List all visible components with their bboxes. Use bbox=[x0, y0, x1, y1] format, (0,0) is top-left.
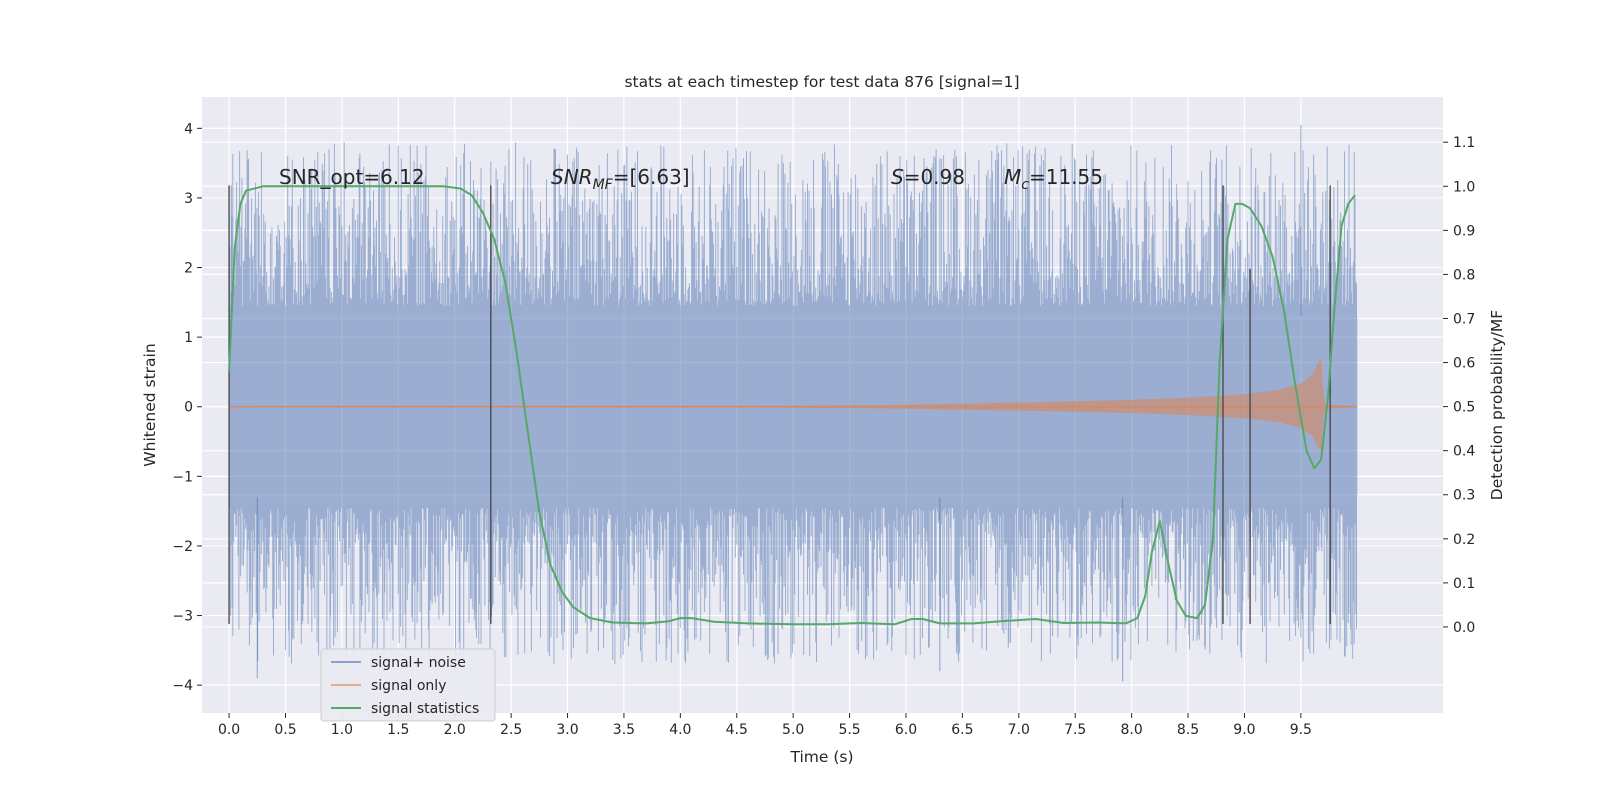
y-axis-label-right: Detection probability/MF bbox=[1488, 310, 1506, 501]
y-right-tick-label: 0.1 bbox=[1453, 576, 1475, 592]
x-tick-label: 4.5 bbox=[726, 722, 748, 738]
x-tick-label: 5.0 bbox=[782, 722, 804, 738]
mc-subscript: c bbox=[1021, 177, 1029, 193]
mc-annotation: Mc=11.55 bbox=[1004, 165, 1103, 193]
y-right-tick-label: 0.0 bbox=[1453, 620, 1475, 636]
s-symbol: S bbox=[891, 165, 904, 189]
x-tick-label: 2.5 bbox=[500, 722, 522, 738]
signal-statistics-series bbox=[228, 185, 1356, 626]
y-right-tick-label: 0.8 bbox=[1453, 267, 1475, 283]
y-left-tick-label: −2 bbox=[172, 539, 193, 555]
signal-only-envelope bbox=[229, 358, 1358, 452]
legend-box bbox=[320, 648, 496, 722]
y-left-tick-label: −1 bbox=[172, 469, 193, 485]
y-left-tick-label: −4 bbox=[172, 678, 193, 694]
x-tick-label: 0.0 bbox=[218, 722, 240, 738]
x-tick-label: 2.0 bbox=[444, 722, 466, 738]
x-tick-label: 5.5 bbox=[838, 722, 860, 738]
snr-opt-annotation: SNR_opt=6.12 bbox=[279, 165, 425, 189]
snr-mf-subscript: MF bbox=[593, 177, 614, 193]
x-tick-label: 7.0 bbox=[1008, 722, 1030, 738]
y-left-tick-label: 1 bbox=[184, 330, 193, 346]
y-right-tick-label: 0.9 bbox=[1453, 223, 1475, 239]
x-tick-label: 9.5 bbox=[1290, 722, 1312, 738]
x-tick-label: 7.5 bbox=[1064, 722, 1086, 738]
snr-mf-value: =[6.63] bbox=[613, 165, 690, 189]
x-tick-label: 6.0 bbox=[895, 722, 917, 738]
y-left-tick-label: 3 bbox=[184, 191, 193, 207]
snr-mf-base: SNR bbox=[551, 165, 593, 189]
x-tick-label: 8.0 bbox=[1120, 722, 1142, 738]
x-tick-label: 0.5 bbox=[274, 722, 296, 738]
y-right-tick-label: 0.2 bbox=[1453, 532, 1475, 548]
mc-symbol: M bbox=[1004, 165, 1021, 189]
legend: signal+ noise signal only signal statist… bbox=[320, 648, 496, 722]
chart-title: stats at each timestep for test data 876… bbox=[624, 73, 1019, 91]
y-left-tick-label: −3 bbox=[172, 609, 193, 625]
y-right-tick-label: 1.1 bbox=[1453, 135, 1475, 151]
y-axis-label-left: Whitened strain bbox=[141, 343, 159, 466]
snr-mf-annotation: SNRMF=[6.63] bbox=[551, 165, 690, 193]
s-annotation: S=0.98 bbox=[891, 165, 965, 189]
data-layer bbox=[228, 124, 1358, 682]
mc-value: =11.55 bbox=[1029, 165, 1103, 189]
y-right-tick-label: 0.3 bbox=[1453, 488, 1475, 504]
y-right-tick-label: 0.6 bbox=[1453, 356, 1475, 372]
x-tick-label: 1.0 bbox=[331, 722, 353, 738]
y-left-tick-label: 0 bbox=[184, 400, 193, 416]
legend-label-signal-statistics: signal statistics bbox=[371, 701, 479, 717]
y-left-tick-label: 4 bbox=[184, 121, 193, 137]
s-value: =0.98 bbox=[904, 165, 965, 189]
y-right-tick-label: 1.0 bbox=[1453, 179, 1475, 195]
legend-label-signal-only: signal only bbox=[371, 678, 446, 694]
x-tick-label: 3.0 bbox=[556, 722, 578, 738]
x-axis-label: Time (s) bbox=[789, 748, 853, 766]
y-right-tick-label: 0.5 bbox=[1453, 400, 1475, 416]
y-right-tick-label: 0.4 bbox=[1453, 444, 1475, 460]
axes: 0.0 0.5 1.0 1.5 2.0 2.5 3.0 3.5 4.0 4.5 5.0 5.5 6.0 6… bbox=[172, 121, 1475, 738]
x-tick-label: 9.0 bbox=[1233, 722, 1255, 738]
y-right-tick-label: 0.7 bbox=[1453, 311, 1475, 327]
y-left-tick-label: 2 bbox=[184, 261, 193, 277]
x-tick-label: 8.5 bbox=[1177, 722, 1199, 738]
legend-label-signal-noise: signal+ noise bbox=[371, 655, 466, 671]
x-tick-label: 4.0 bbox=[669, 722, 691, 738]
x-tick-label: 1.5 bbox=[387, 722, 409, 738]
x-tick-label: 6.5 bbox=[951, 722, 973, 738]
x-tick-label: 3.5 bbox=[613, 722, 635, 738]
